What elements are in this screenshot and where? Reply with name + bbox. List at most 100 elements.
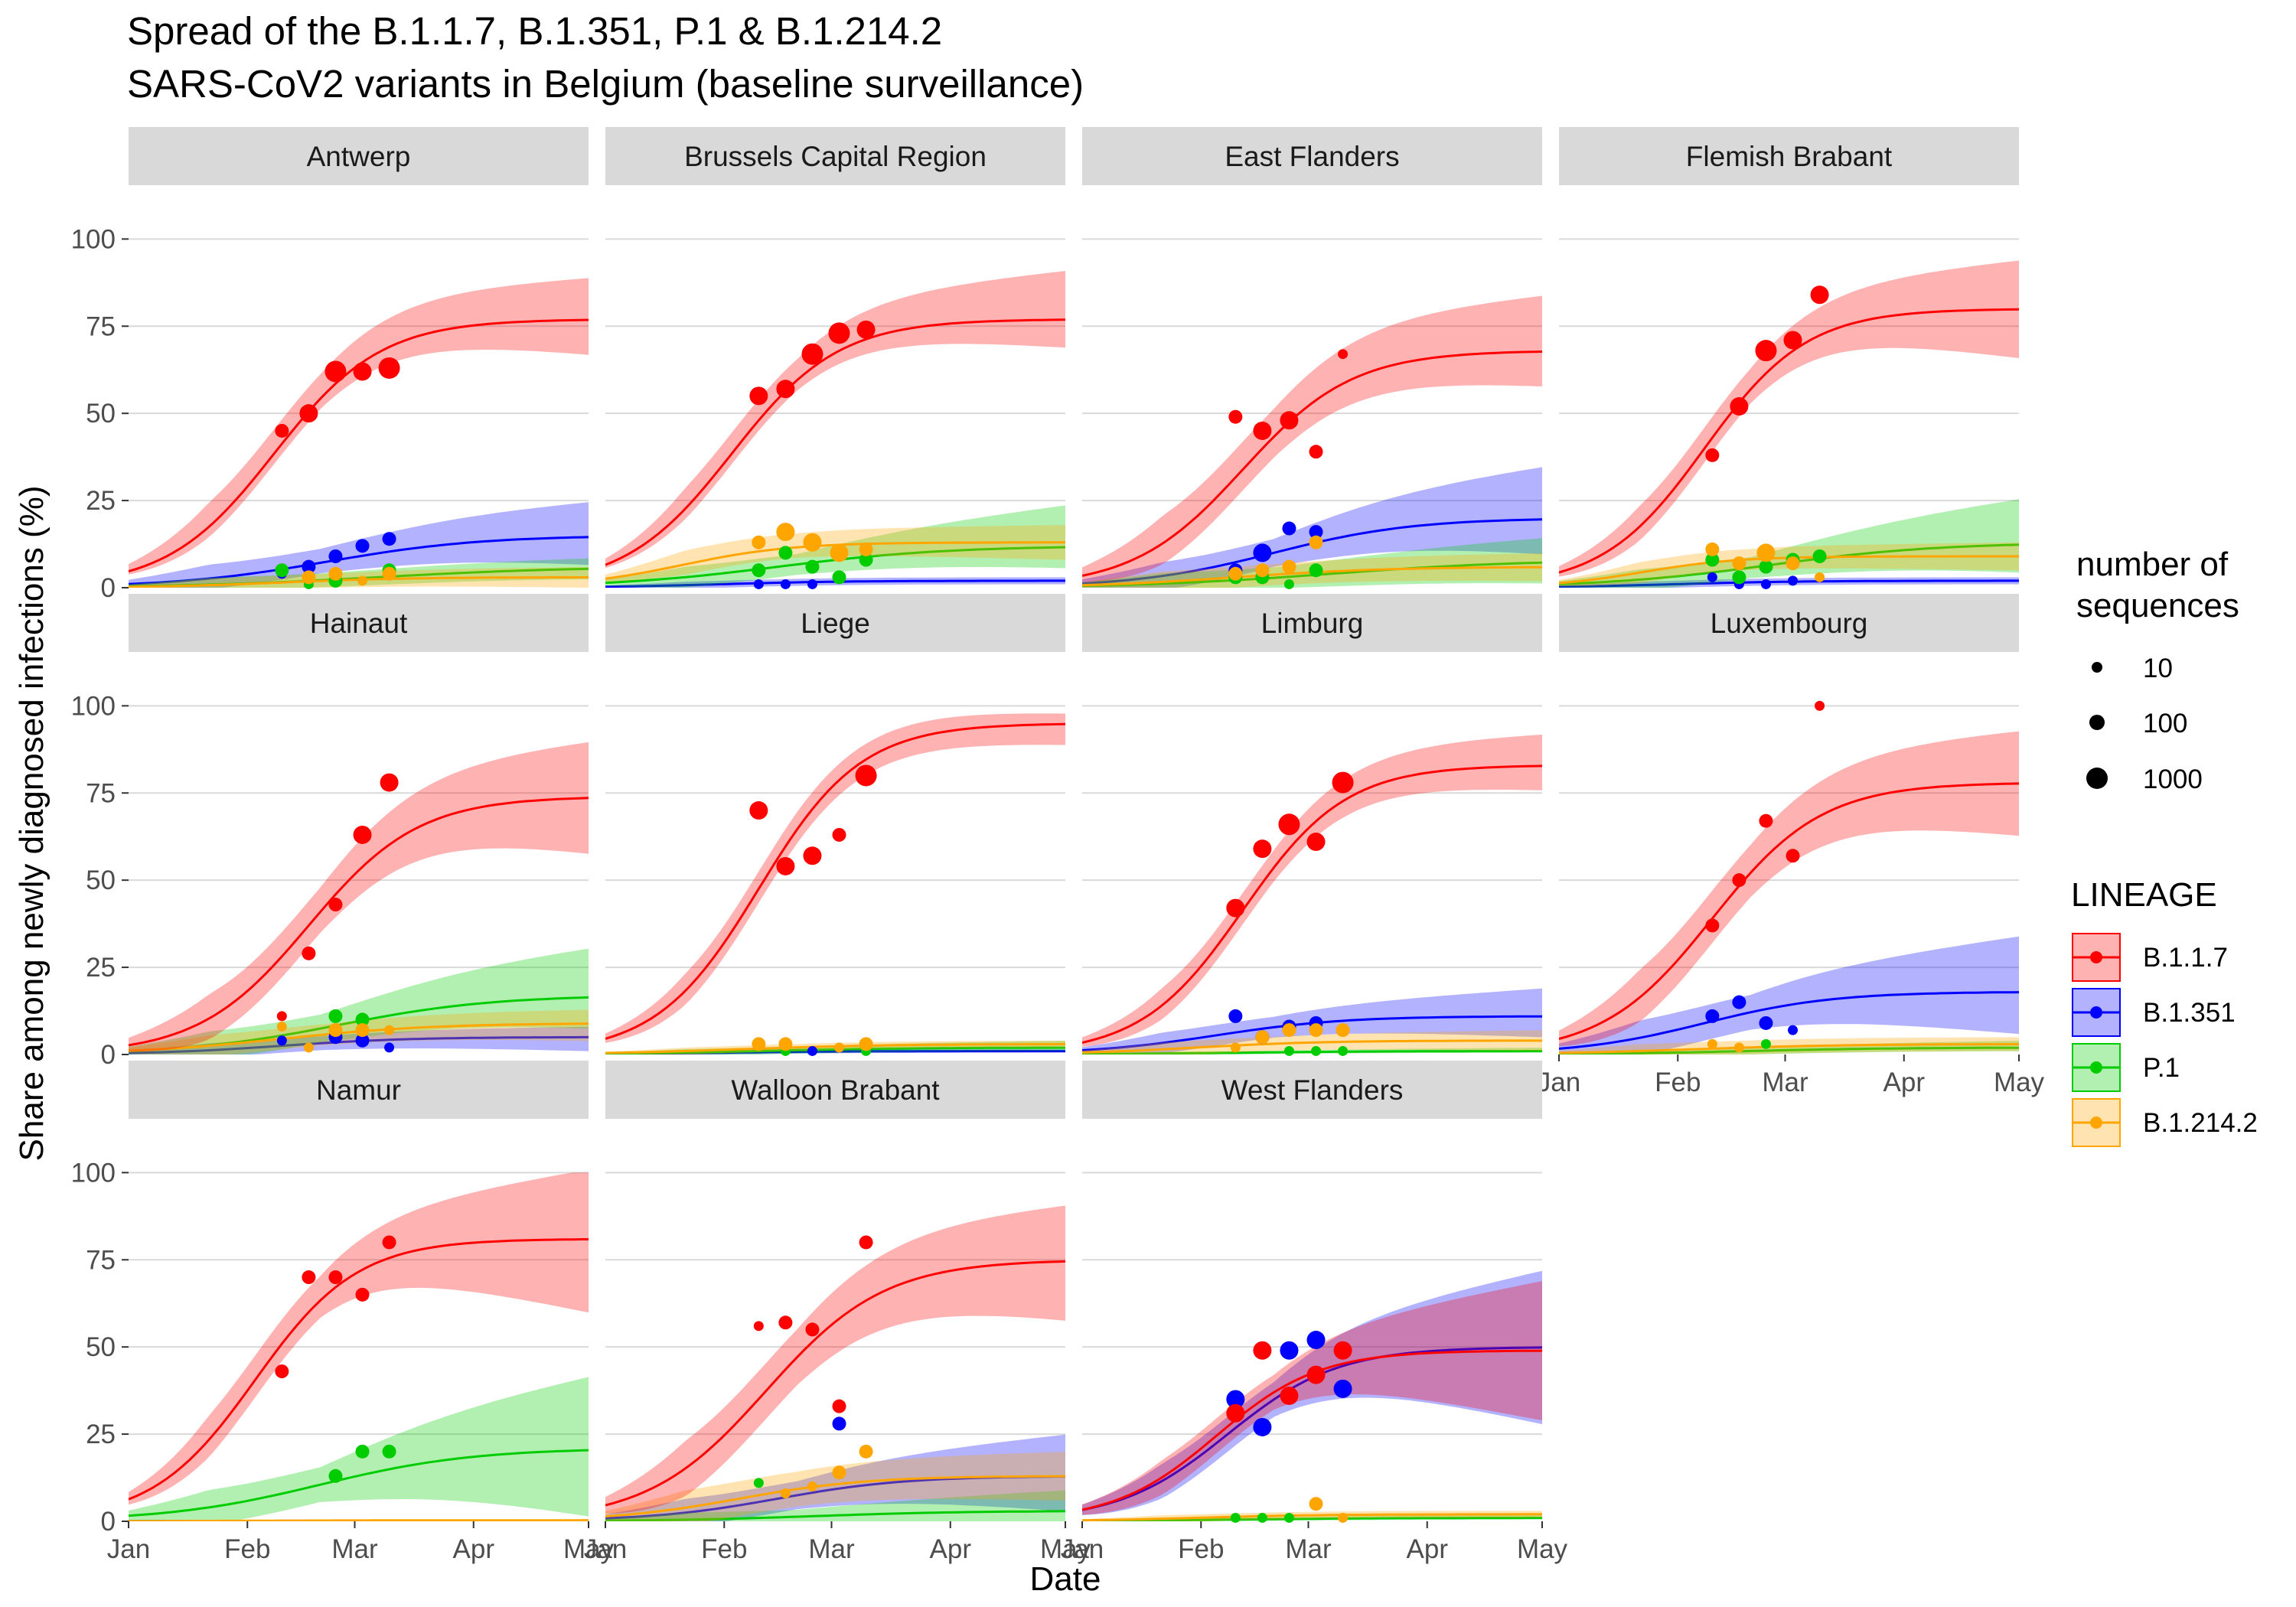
point-B.1.214.2	[1282, 559, 1296, 574]
point-B.1.214.2	[807, 1481, 817, 1491]
panel-limburg: Limburg	[1082, 594, 1542, 1056]
strip-east-flanders	[1082, 127, 1542, 185]
point-B.1.1.7	[856, 320, 876, 339]
ci-band-B.1.351	[1082, 1270, 1542, 1515]
point-B.1.351	[1253, 543, 1272, 562]
point-B.1.1.7	[803, 846, 822, 865]
x-tick-label: Feb	[224, 1534, 270, 1564]
point-B.1.1.7	[1783, 331, 1802, 350]
x-tick-label: Apr	[453, 1534, 495, 1564]
strip-label-hainaut: Hainaut	[310, 608, 408, 639]
strip-label-luxembourg: Luxembourg	[1711, 608, 1868, 639]
x-tick-label: Jan	[1538, 1068, 1580, 1097]
point-B.1.1.7	[1309, 445, 1323, 459]
y-axis-title: Share among newly diagnosed infections (…	[13, 486, 51, 1162]
panel-namur: Namur 0 25 50 75 100 Jan Feb Mar Apr May	[71, 1061, 615, 1564]
plot-background	[129, 187, 589, 588]
lineage-key-point	[2090, 1006, 2102, 1019]
x-tick-label: Jan	[1061, 1534, 1104, 1564]
point-B.1.214.2	[1815, 572, 1825, 582]
point-B.1.214.2	[1309, 1497, 1323, 1511]
fit-line-B.1.214.2	[1559, 1043, 2019, 1054]
point-B.1.1.7	[1253, 421, 1272, 440]
point-P.1	[1230, 1512, 1241, 1523]
point-P.1	[1338, 1045, 1349, 1056]
fit-line-B.1.214.2	[1082, 1039, 1542, 1054]
point-B.1.351	[328, 549, 343, 563]
panel-liege: Liege	[605, 594, 1065, 1056]
y-tick-label: 50	[86, 399, 116, 429]
point-B.1.351	[807, 1045, 817, 1056]
x-tick-label: Jan	[584, 1534, 627, 1564]
plot-background	[605, 187, 1065, 588]
plot-area	[1082, 1270, 1542, 1521]
fit-line-B.1.214.2	[605, 1475, 1065, 1517]
point-B.1.351	[1333, 1379, 1352, 1398]
point-B.1.351	[302, 559, 316, 574]
point-B.1.214.2	[859, 1444, 873, 1459]
fit-line-B.1.1.7	[605, 1260, 1065, 1507]
point-B.1.214.2	[832, 1465, 846, 1480]
y-tick-label: 100	[71, 224, 116, 254]
size-legend-title: sequences	[2076, 587, 2239, 624]
point-B.1.214.2	[1707, 1038, 1717, 1049]
strip-label-east-flanders: East Flanders	[1225, 141, 1399, 172]
fit-line-B.1.1.7	[605, 722, 1065, 1040]
x-tick-label: Apr	[1883, 1068, 1926, 1097]
strip-antwerp	[129, 127, 589, 185]
size-legend-label: 1000	[2143, 764, 2203, 794]
x-tick-label: Mar	[1762, 1068, 1808, 1097]
y-tick-label: 75	[86, 311, 116, 341]
point-B.1.214.2	[1230, 1042, 1241, 1053]
point-B.1.1.7	[1253, 839, 1272, 859]
point-B.1.1.7	[855, 764, 877, 787]
strip-west-flanders	[1082, 1061, 1542, 1119]
x-tick-label: Feb	[1655, 1068, 1701, 1097]
lineage-key-point	[2090, 1116, 2102, 1129]
point-B.1.214.2	[834, 1042, 845, 1053]
point-B.1.1.7	[276, 1011, 287, 1022]
point-B.1.1.7	[1759, 813, 1773, 828]
point-P.1	[1283, 579, 1294, 589]
point-B.1.1.7	[382, 1235, 396, 1250]
point-B.1.1.7	[1732, 873, 1746, 888]
point-B.1.214.2	[1732, 556, 1746, 571]
point-B.1.214.2	[859, 542, 873, 556]
point-B.1.1.7	[353, 362, 372, 381]
ci-band-B.1.214.2	[129, 566, 589, 588]
plot-background	[1559, 187, 2019, 588]
point-B.1.1.7	[859, 1235, 873, 1250]
point-B.1.351	[1788, 1025, 1799, 1035]
plot-area	[129, 1172, 589, 1521]
point-B.1.1.7	[378, 357, 400, 379]
ci-band-P.1	[129, 1377, 589, 1521]
point-P.1	[1309, 563, 1323, 578]
point-B.1.351	[1760, 579, 1771, 589]
ci-band-B.1.1.7	[129, 278, 589, 575]
point-B.1.214.2	[302, 570, 316, 585]
fit-line-B.1.1.7	[129, 1238, 589, 1501]
ci-band-B.1.1.7	[1082, 734, 1542, 1047]
point-B.1.351	[807, 579, 817, 589]
strip-label-antwerp: Antwerp	[307, 141, 411, 172]
point-B.1.1.7	[1730, 397, 1749, 416]
point-B.1.214.2	[328, 566, 343, 581]
y-tick-label: 50	[86, 865, 116, 895]
point-P.1	[328, 1009, 343, 1023]
ci-band-B.1.1.7	[1082, 295, 1542, 582]
point-P.1	[1283, 1512, 1294, 1523]
point-B.1.214.2	[1309, 535, 1323, 549]
size-legend-label: 10	[2143, 654, 2173, 683]
point-B.1.214.2	[830, 543, 849, 562]
point-B.1.1.7	[328, 1270, 343, 1285]
fit-line-P.1	[1559, 1046, 2019, 1054]
strip-liege	[605, 594, 1065, 652]
y-tick-label: 75	[86, 778, 116, 808]
point-B.1.351	[1226, 1390, 1245, 1409]
point-B.1.351	[1282, 521, 1296, 536]
point-P.1	[859, 553, 873, 567]
point-B.1.214.2	[276, 1022, 287, 1032]
strip-flemish-brabant	[1559, 127, 2019, 185]
x-tick-label: Mar	[1285, 1534, 1332, 1564]
point-P.1	[328, 1468, 343, 1483]
